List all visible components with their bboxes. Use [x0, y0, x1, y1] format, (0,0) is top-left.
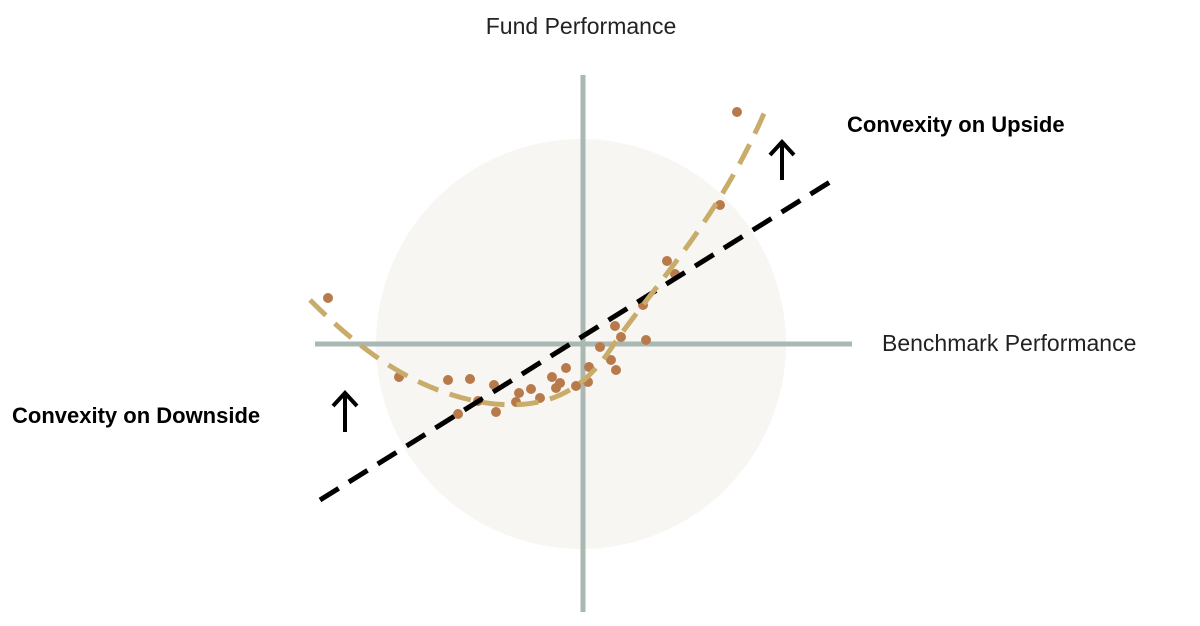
point	[571, 381, 581, 391]
point	[595, 342, 605, 352]
point	[641, 335, 651, 345]
point	[323, 293, 333, 303]
annotation: Convexity on Downside	[12, 403, 260, 428]
point	[732, 107, 742, 117]
arrows	[331, 139, 796, 432]
point	[465, 374, 475, 384]
point	[555, 378, 565, 388]
point	[611, 365, 621, 375]
point	[453, 409, 463, 419]
x-axis-label: Benchmark Performance	[882, 330, 1136, 356]
point	[561, 363, 571, 373]
point	[491, 407, 501, 417]
point	[526, 384, 536, 394]
y-axis-label: Fund Performance	[486, 13, 676, 39]
point	[662, 256, 672, 266]
point	[514, 388, 524, 398]
point	[715, 200, 725, 210]
point	[610, 321, 620, 331]
annotation: Convexity on Upside	[847, 112, 1065, 137]
point	[443, 375, 453, 385]
point	[606, 355, 616, 365]
point	[616, 332, 626, 342]
points	[323, 107, 742, 419]
point	[547, 372, 557, 382]
arrow-up	[768, 139, 796, 180]
convex-fit	[308, 103, 771, 408]
arrow-up	[331, 390, 359, 432]
